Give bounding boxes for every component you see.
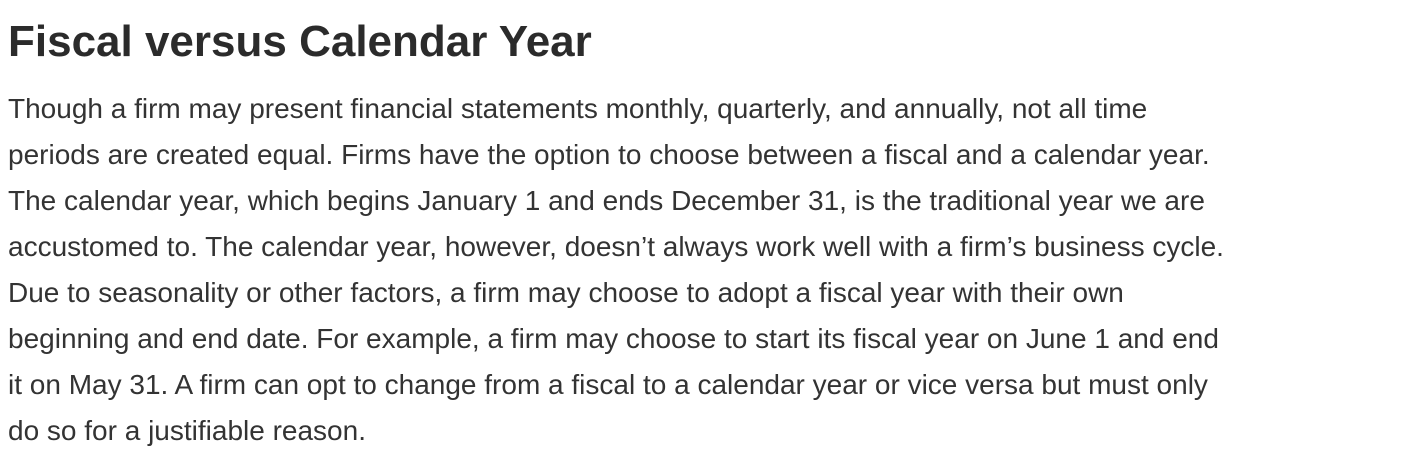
paragraph-line: do so for a justifiable reason. — [8, 415, 366, 446]
paragraph-line: Due to seasonality or other factors, a f… — [8, 277, 1124, 308]
body-paragraph: Though a firm may present financial stat… — [8, 86, 1418, 454]
paragraph-line: periods are created equal. Firms have th… — [8, 139, 1210, 170]
paragraph-line: accustomed to. The calendar year, howeve… — [8, 231, 1224, 262]
paragraph-line: The calendar year, which begins January … — [8, 185, 1205, 216]
section-heading: Fiscal versus Calendar Year — [8, 17, 592, 66]
paragraph-line: beginning and end date. For example, a f… — [8, 323, 1219, 354]
paragraph-line: Though a firm may present financial stat… — [8, 93, 1148, 124]
paragraph-line: it on May 31. A firm can opt to change f… — [8, 369, 1208, 400]
